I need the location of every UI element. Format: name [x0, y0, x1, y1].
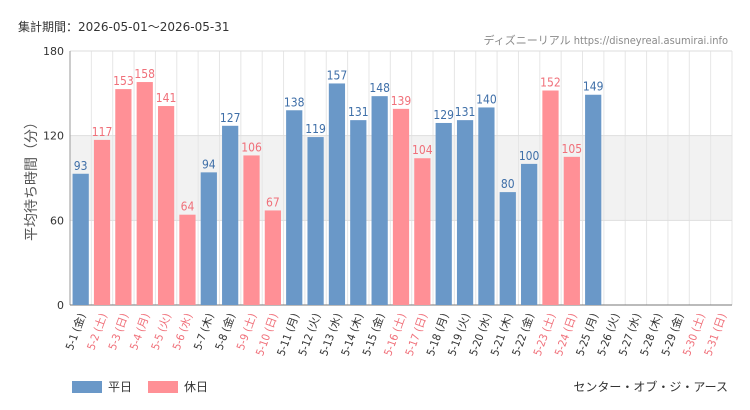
bar	[243, 155, 260, 305]
legend-item-weekday: 平日	[72, 378, 132, 395]
legend: 平日 休日	[72, 378, 224, 395]
bar-value-label: 127	[220, 111, 241, 125]
bar-value-label: 148	[369, 81, 390, 95]
y-axis-title: 平均待ち時間（分）	[24, 115, 40, 241]
bar-value-label: 119	[305, 122, 326, 136]
bar-value-label: 106	[241, 140, 262, 154]
legend-swatch-holiday	[148, 380, 179, 393]
bar	[478, 107, 495, 305]
bar	[456, 120, 474, 306]
y-tick-label: 60	[50, 214, 64, 227]
y-tick-label: 180	[43, 45, 64, 58]
bar	[72, 173, 89, 305]
bar	[222, 125, 239, 306]
bar	[286, 110, 303, 306]
source-label: ディズニーリアル https://disneyreal.asumirai.inf…	[483, 34, 728, 47]
bar-value-label: 152	[540, 76, 561, 90]
bar	[350, 120, 367, 306]
bar-value-label: 105	[562, 142, 583, 156]
bar	[435, 122, 452, 305]
bar	[136, 82, 153, 306]
bar-value-label: 149	[583, 80, 604, 94]
bar-value-label: 93	[74, 159, 88, 173]
bar-value-label: 140	[476, 92, 497, 106]
bar	[93, 139, 111, 305]
bar	[585, 94, 602, 305]
bar-value-label: 157	[327, 68, 348, 82]
bar-value-label: 100	[519, 149, 540, 163]
y-tick-label: 0	[57, 299, 64, 312]
bar-value-label: 129	[433, 108, 454, 122]
bar-value-label: 131	[348, 105, 369, 119]
bar-value-label: 117	[92, 125, 113, 139]
bar	[392, 108, 410, 305]
bar-value-label: 94	[202, 157, 216, 171]
bar	[499, 192, 516, 305]
bar	[414, 158, 431, 305]
bar	[200, 172, 217, 305]
y-tick-label: 120	[43, 130, 64, 143]
bar-value-label: 138	[284, 95, 305, 109]
bar-value-label: 131	[455, 105, 476, 119]
bar	[521, 163, 538, 305]
bar-value-label: 158	[134, 67, 155, 81]
bar	[115, 89, 132, 305]
bar	[328, 83, 346, 305]
legend-label-holiday: 休日	[184, 380, 209, 394]
bar-value-label: 80	[501, 177, 515, 191]
bar-value-label: 153	[113, 74, 134, 88]
bar	[563, 156, 580, 305]
bar	[179, 214, 196, 305]
bar-value-label: 141	[156, 91, 177, 105]
bar-value-label: 104	[412, 143, 433, 157]
legend-item-holiday: 休日	[148, 378, 208, 395]
bar	[307, 137, 324, 305]
bar	[264, 210, 281, 305]
bar-value-label: 67	[266, 195, 280, 209]
bar-value-label: 64	[181, 200, 195, 214]
bar	[371, 96, 388, 306]
period-label: 集計期間：2026-05-01～2026-05-31	[18, 20, 230, 34]
bar	[157, 106, 175, 306]
facility-name: センター・オブ・ジ・アース	[573, 380, 728, 394]
legend-label-weekday: 平日	[108, 380, 133, 394]
bar-value-label: 139	[391, 94, 412, 108]
legend-swatch-weekday	[72, 380, 102, 393]
bar	[542, 90, 559, 305]
